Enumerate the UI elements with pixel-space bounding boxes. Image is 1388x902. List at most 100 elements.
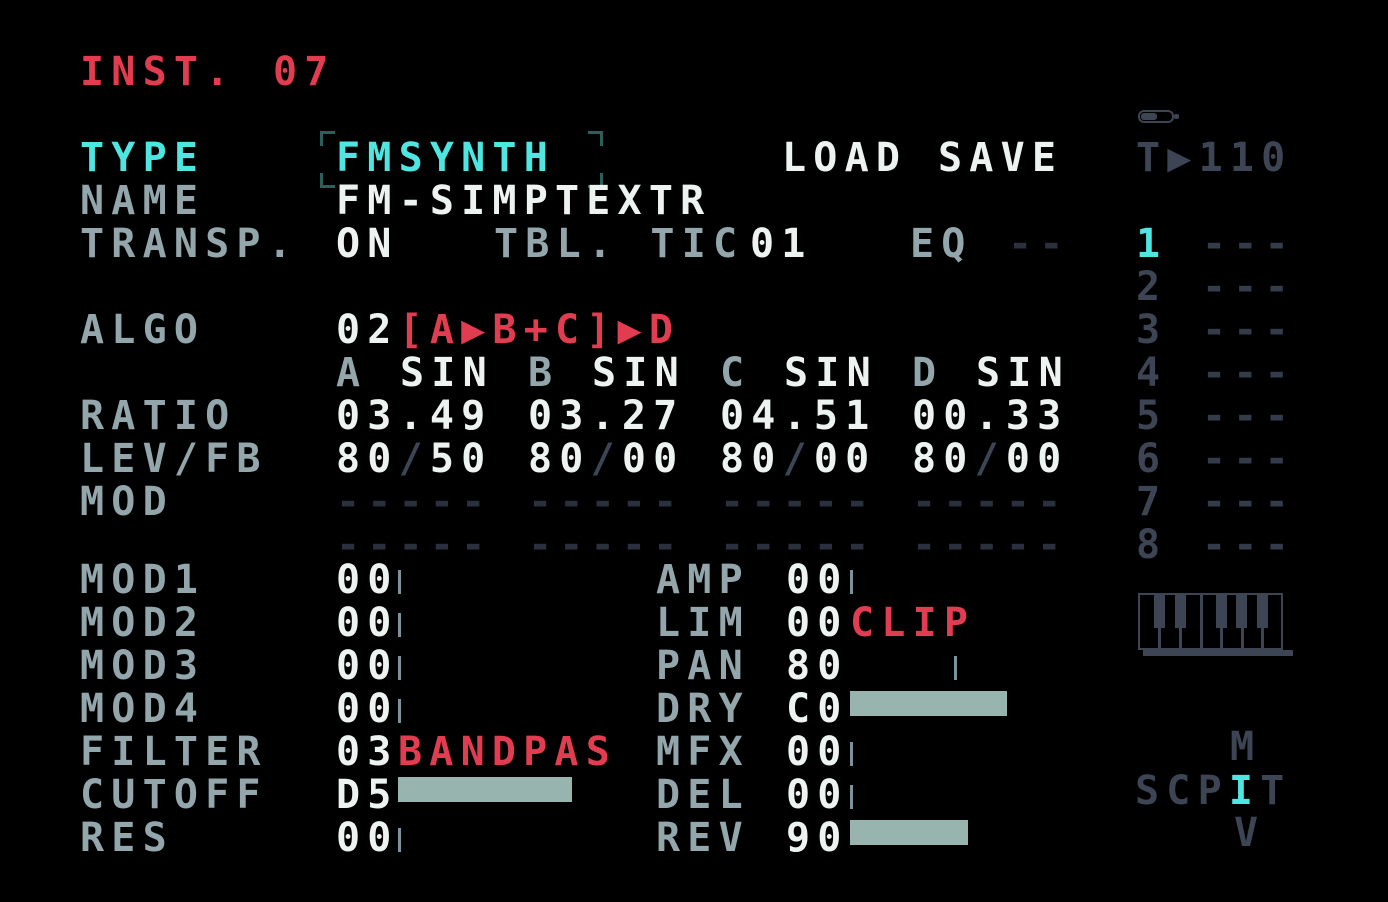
op-c-mod1[interactable]: -----	[720, 479, 877, 525]
op-b-lev[interactable]: 80	[528, 436, 591, 482]
mod2-slider[interactable]	[398, 613, 606, 637]
nav-screens-right: T	[1260, 768, 1292, 814]
pan-slider[interactable]	[850, 656, 1058, 680]
save-button[interactable]: SAVE	[938, 135, 1064, 181]
op-c-fb[interactable]: 00	[813, 436, 877, 482]
cutoff-slider[interactable]	[398, 777, 606, 802]
pan-value[interactable]: 80	[786, 643, 849, 689]
nav-down-env: V	[1234, 810, 1266, 856]
tbltic-value[interactable]: 01	[750, 221, 813, 267]
del-value[interactable]: 00	[786, 772, 849, 818]
white-key-divider	[1220, 628, 1223, 648]
eq-value[interactable]: --	[1008, 221, 1071, 267]
op-a-levfb[interactable]: 80/50	[336, 439, 492, 479]
pan-label: PAN	[656, 643, 750, 689]
res-label: RES	[80, 815, 174, 861]
mod1-value[interactable]: 00	[336, 557, 399, 603]
op-b-ratio[interactable]: 03.27	[528, 393, 685, 439]
op-a-ratio[interactable]: 03.49	[336, 393, 493, 439]
op-d-mod2[interactable]: -----	[912, 522, 1069, 568]
op-d-wave[interactable]: SIN	[976, 350, 1070, 396]
levfb-divider: /	[590, 436, 622, 482]
op-b-fb[interactable]: 00	[621, 436, 685, 482]
white-key-divider	[1158, 628, 1161, 648]
op-a-fb[interactable]: 50	[429, 436, 493, 482]
track-4-value: ---	[1202, 350, 1296, 396]
nav-screens-left: SCP	[1135, 768, 1229, 814]
mfx-value[interactable]: 00	[786, 729, 849, 775]
res-slider[interactable]	[398, 828, 606, 852]
mod1-slider[interactable]	[398, 570, 606, 594]
mod4-slider[interactable]	[398, 699, 606, 723]
op-c-wave[interactable]: SIN	[784, 350, 878, 396]
op-c-ratio[interactable]: 04.51	[720, 393, 877, 439]
load-button[interactable]: LOAD	[782, 135, 908, 181]
op-d-levfb[interactable]: 80/00	[912, 439, 1068, 479]
op-c-levfb[interactable]: 80/00	[720, 439, 876, 479]
mod4-value[interactable]: 00	[336, 686, 399, 732]
lim-value[interactable]: 00	[786, 600, 849, 646]
dry-bar-fill	[850, 691, 1007, 716]
op-b-id: B	[528, 350, 560, 396]
name-value[interactable]: FM-SIMPTEXTR	[336, 178, 712, 224]
mod3-value[interactable]: 00	[336, 643, 399, 689]
amp-value[interactable]: 00	[786, 557, 849, 603]
op-b-mod1[interactable]: -----	[528, 479, 685, 525]
op-c-mod2[interactable]: -----	[720, 522, 877, 568]
rev-slider[interactable]	[850, 820, 1058, 845]
levfb-divider: /	[782, 436, 814, 482]
track-5-number: 5	[1136, 393, 1168, 439]
track-6-number: 6	[1136, 436, 1168, 482]
track-7-number: 7	[1136, 479, 1168, 525]
algo-value[interactable]: 02	[336, 307, 399, 353]
track-2-number: 2	[1136, 264, 1168, 310]
transp-value[interactable]: ON	[336, 221, 399, 267]
op-c-lev[interactable]: 80	[720, 436, 783, 482]
nav-up-mixer: M	[1230, 724, 1262, 770]
type-value[interactable]: FMSYNTH	[336, 135, 555, 181]
op-b-wave[interactable]: SIN	[592, 350, 686, 396]
amp-slider[interactable]	[850, 570, 1058, 594]
op-a-mod2[interactable]: -----	[336, 522, 493, 568]
eq-label: EQ	[910, 221, 973, 267]
op-a-lev[interactable]: 80	[336, 436, 399, 482]
algo-field[interactable]: 02[A▶B+C]▶D	[336, 310, 680, 350]
lim-label: LIM	[656, 600, 750, 646]
op-b-mod2[interactable]: -----	[528, 522, 685, 568]
mod2-slider-indicator	[398, 613, 401, 637]
mfx-slider-indicator	[850, 742, 853, 766]
del-slider[interactable]	[850, 785, 1058, 809]
op-d-ratio[interactable]: 00.33	[912, 393, 1069, 439]
rev-value[interactable]: 90	[786, 815, 849, 861]
op-d-mod1[interactable]: -----	[912, 479, 1069, 525]
dry-value[interactable]: C0	[786, 686, 849, 732]
del-label: DEL	[656, 772, 750, 818]
op-a-wave[interactable]: SIN	[400, 350, 494, 396]
track-6-value: ---	[1202, 436, 1296, 482]
track-7-value: ---	[1202, 479, 1296, 525]
mod3-slider-indicator	[398, 656, 401, 680]
track-8-value: ---	[1202, 522, 1296, 568]
filter-value[interactable]: 03	[336, 729, 399, 775]
dry-slider[interactable]	[850, 691, 1058, 716]
op-d-lev[interactable]: 80	[912, 436, 975, 482]
black-key-icon	[1257, 595, 1268, 628]
selection-corner-br	[588, 173, 603, 188]
res-value[interactable]: 00	[336, 815, 399, 861]
op-a-mod1[interactable]: -----	[336, 479, 493, 525]
mod3-slider[interactable]	[398, 656, 606, 680]
op-d-fb[interactable]: 00	[1005, 436, 1069, 482]
cutoff-value[interactable]: D5	[336, 772, 399, 818]
amp-slider-indicator	[850, 570, 853, 594]
white-key-divider	[1241, 628, 1244, 648]
inst-number[interactable]: 07	[273, 49, 336, 95]
op-d-id: D	[912, 350, 944, 396]
piano-baseline	[1143, 650, 1293, 656]
inst-label: INST.	[80, 49, 237, 95]
mod1-slider-indicator	[398, 570, 401, 594]
mfx-slider[interactable]	[850, 742, 1058, 766]
mod3-label: MOD3	[80, 643, 206, 689]
op-b-levfb[interactable]: 80/00	[528, 439, 684, 479]
nav-screen-row: SCPIT	[1135, 771, 1291, 811]
mod2-value[interactable]: 00	[336, 600, 399, 646]
